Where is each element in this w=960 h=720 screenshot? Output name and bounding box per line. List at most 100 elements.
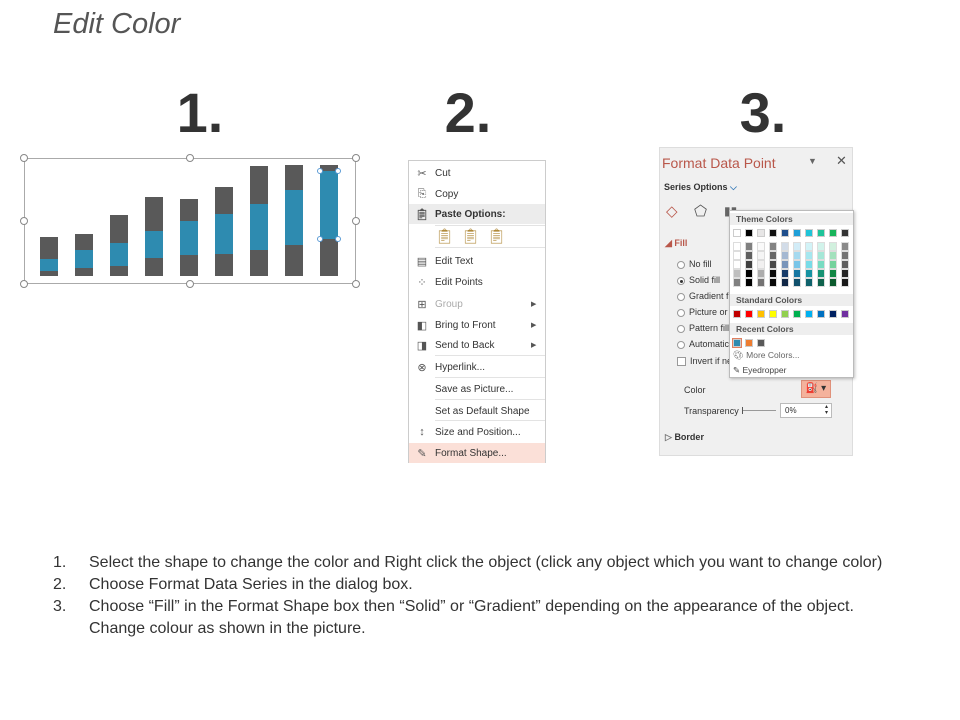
theme-shade-swatch[interactable] bbox=[793, 260, 801, 269]
bar-segment-1[interactable] bbox=[40, 259, 58, 271]
menu-item-edit-points[interactable]: ⁘ Edit Points bbox=[409, 272, 545, 292]
theme-color-swatch[interactable] bbox=[757, 229, 765, 237]
theme-shade-swatch[interactable] bbox=[817, 251, 825, 260]
chart-selection-box[interactable] bbox=[20, 154, 360, 288]
theme-shade-swatch[interactable] bbox=[841, 278, 849, 287]
theme-shade-swatch[interactable] bbox=[805, 260, 813, 269]
theme-shade-swatch[interactable] bbox=[817, 242, 825, 251]
theme-shade-swatch[interactable] bbox=[793, 269, 801, 278]
theme-color-swatch[interactable] bbox=[793, 229, 801, 237]
bar-segment-4[interactable] bbox=[145, 231, 163, 258]
theme-shade-swatch[interactable] bbox=[733, 269, 741, 278]
resize-handle[interactable] bbox=[20, 154, 28, 162]
standard-color-swatch[interactable] bbox=[733, 310, 741, 318]
theme-color-swatch[interactable] bbox=[769, 229, 777, 237]
theme-shade-swatch[interactable] bbox=[793, 278, 801, 287]
theme-shade-swatch[interactable] bbox=[745, 242, 753, 251]
theme-shade-swatch[interactable] bbox=[745, 269, 753, 278]
more-colors-item[interactable]: 🎨︎ More Colors... bbox=[733, 350, 800, 361]
theme-shade-swatch[interactable] bbox=[769, 278, 777, 287]
standard-color-swatch[interactable] bbox=[793, 310, 801, 318]
theme-shade-swatch[interactable] bbox=[733, 278, 741, 287]
recent-color-swatch[interactable] bbox=[757, 339, 765, 347]
theme-shade-swatch[interactable] bbox=[769, 269, 777, 278]
bar-segment-8[interactable] bbox=[285, 190, 303, 245]
menu-item-save-as-picture[interactable]: Save as Picture... bbox=[409, 379, 545, 399]
standard-color-swatch[interactable] bbox=[817, 310, 825, 318]
menu-item-cut[interactable]: ✂ Cut bbox=[409, 163, 545, 183]
paste-picture-icon[interactable]: 📋︎ bbox=[487, 228, 507, 245]
standard-color-swatch[interactable] bbox=[829, 310, 837, 318]
menu-item-edit-text[interactable]: ▤ Edit Text bbox=[409, 251, 545, 271]
menu-item-set-as-default-shape[interactable]: Set as Default Shape bbox=[409, 401, 545, 421]
standard-color-swatch[interactable] bbox=[841, 310, 849, 318]
theme-color-swatch[interactable] bbox=[733, 229, 741, 237]
theme-shade-swatch[interactable] bbox=[829, 269, 837, 278]
point-handle[interactable] bbox=[317, 236, 323, 242]
paste-format-icon[interactable]: 📋︎ bbox=[461, 228, 481, 245]
theme-shade-swatch[interactable] bbox=[781, 251, 789, 260]
fill-color-button[interactable]: ⛽ ▾ bbox=[801, 380, 831, 398]
theme-shade-swatch[interactable] bbox=[733, 242, 741, 251]
eyedropper-item[interactable]: ✎ Eyedropper bbox=[733, 365, 786, 376]
theme-shade-swatch[interactable] bbox=[781, 242, 789, 251]
series-options-dropdown[interactable]: Series Options ⌵ bbox=[664, 182, 737, 193]
panel-options-dropdown-icon[interactable]: ▼ bbox=[808, 156, 817, 166]
resize-handle[interactable] bbox=[352, 280, 360, 288]
fill-line-tab-icon[interactable]: ◇ bbox=[666, 203, 678, 220]
menu-item-send-to-back[interactable]: ◨ Send to Back ▶ bbox=[409, 335, 545, 355]
resize-handle[interactable] bbox=[20, 217, 28, 225]
theme-shade-swatch[interactable] bbox=[829, 278, 837, 287]
theme-shade-swatch[interactable] bbox=[793, 251, 801, 260]
recent-color-swatch[interactable] bbox=[732, 338, 742, 348]
transparency-input[interactable]: 0% ▴ ▾ bbox=[780, 403, 832, 418]
resize-handle[interactable] bbox=[352, 154, 360, 162]
theme-color-swatch[interactable] bbox=[841, 229, 849, 237]
theme-shade-swatch[interactable] bbox=[757, 278, 765, 287]
menu-item-hyperlink[interactable]: ⊗ Hyperlink... bbox=[409, 357, 545, 377]
theme-shade-swatch[interactable] bbox=[757, 242, 765, 251]
theme-shade-swatch[interactable] bbox=[733, 260, 741, 269]
resize-handle[interactable] bbox=[352, 217, 360, 225]
point-handle[interactable] bbox=[335, 236, 341, 242]
fill-section-header[interactable]: ◢ Fill bbox=[665, 238, 688, 248]
bar-segment-7[interactable] bbox=[250, 204, 268, 250]
menu-item-paste-options[interactable]: 📋︎ Paste Options: bbox=[409, 204, 545, 224]
bar-segment-5[interactable] bbox=[180, 221, 198, 255]
theme-shade-swatch[interactable] bbox=[745, 278, 753, 287]
bar-segment-2[interactable] bbox=[75, 250, 93, 268]
menu-item-copy[interactable]: ⎘ Copy bbox=[409, 184, 545, 204]
theme-shade-swatch[interactable] bbox=[817, 278, 825, 287]
theme-color-swatch[interactable] bbox=[829, 229, 837, 237]
border-section-header[interactable]: ▷ Border bbox=[665, 432, 704, 442]
transparency-slider[interactable] bbox=[742, 407, 776, 414]
effects-tab-icon[interactable]: ⬠ bbox=[694, 203, 708, 220]
standard-color-swatch[interactable] bbox=[781, 310, 789, 318]
theme-shade-swatch[interactable] bbox=[733, 251, 741, 260]
recent-color-swatch[interactable] bbox=[745, 339, 753, 347]
theme-shade-swatch[interactable] bbox=[781, 278, 789, 287]
fill-option-radio[interactable]: Automatic bbox=[677, 339, 729, 349]
theme-color-swatch[interactable] bbox=[745, 229, 753, 237]
theme-shade-swatch[interactable] bbox=[817, 269, 825, 278]
theme-shade-swatch[interactable] bbox=[841, 242, 849, 251]
fill-option-radio[interactable]: Picture or bbox=[677, 307, 728, 317]
theme-shade-swatch[interactable] bbox=[781, 269, 789, 278]
theme-shade-swatch[interactable] bbox=[757, 260, 765, 269]
theme-color-swatch[interactable] bbox=[805, 229, 813, 237]
standard-color-swatch[interactable] bbox=[745, 310, 753, 318]
fill-option-radio[interactable]: Gradient fi bbox=[677, 291, 731, 301]
theme-shade-swatch[interactable] bbox=[781, 260, 789, 269]
point-handle[interactable] bbox=[335, 168, 341, 174]
resize-handle[interactable] bbox=[20, 280, 28, 288]
theme-shade-swatch[interactable] bbox=[769, 242, 777, 251]
resize-handle[interactable] bbox=[186, 280, 194, 288]
theme-shade-swatch[interactable] bbox=[805, 269, 813, 278]
point-handle[interactable] bbox=[317, 168, 323, 174]
bar-segment-6[interactable] bbox=[215, 214, 233, 254]
standard-color-swatch[interactable] bbox=[757, 310, 765, 318]
theme-shade-swatch[interactable] bbox=[793, 242, 801, 251]
resize-handle[interactable] bbox=[186, 154, 194, 162]
menu-item-bring-to-front[interactable]: ◧ Bring to Front ▶ bbox=[409, 315, 545, 335]
theme-shade-swatch[interactable] bbox=[745, 260, 753, 269]
